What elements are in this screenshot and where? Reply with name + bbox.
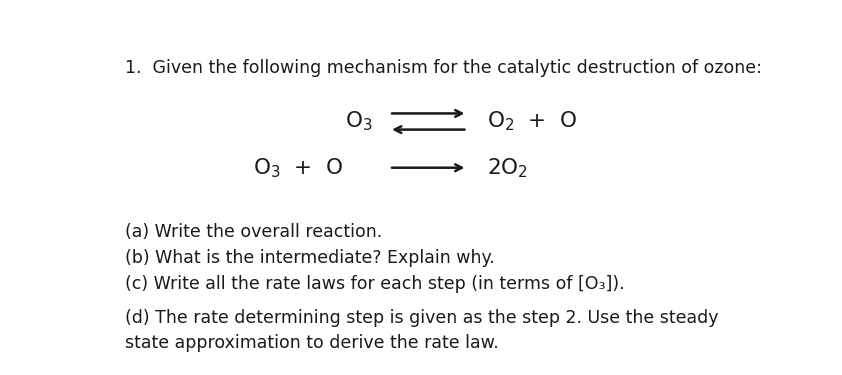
Text: 1.  Given the following mechanism for the catalytic destruction of ozone:: 1. Given the following mechanism for the… (125, 59, 762, 78)
Text: O$_2$  +  O: O$_2$ + O (487, 110, 578, 134)
Text: (a) Write the overall reaction.: (a) Write the overall reaction. (125, 223, 382, 241)
Text: (c) Write all the rate laws for each step (in terms of [O₃]).: (c) Write all the rate laws for each ste… (125, 274, 625, 292)
Text: O$_3$  +  O: O$_3$ + O (253, 156, 344, 180)
Text: 2O$_2$: 2O$_2$ (487, 156, 528, 180)
Text: (b) What is the intermediate? Explain why.: (b) What is the intermediate? Explain wh… (125, 249, 494, 267)
Text: (d) The rate determining step is given as the step 2. Use the steady
state appro: (d) The rate determining step is given a… (125, 309, 718, 352)
Text: O$_3$: O$_3$ (345, 110, 373, 134)
